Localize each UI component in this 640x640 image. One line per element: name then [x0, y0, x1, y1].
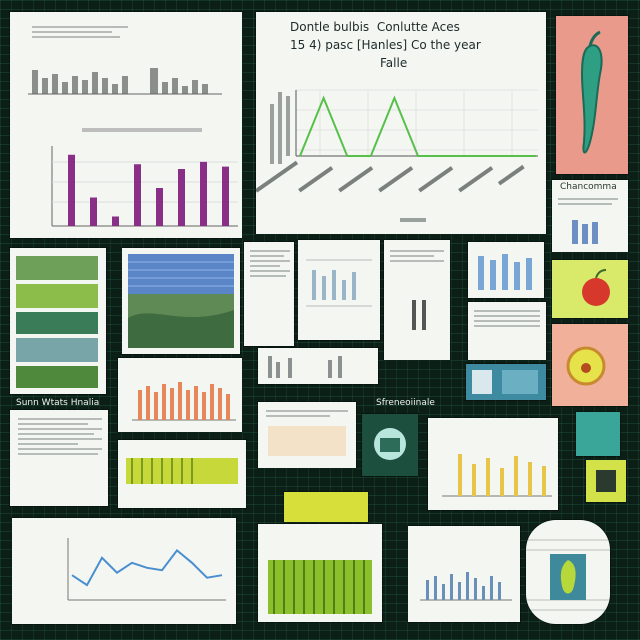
- tile-photo-strip: [466, 364, 546, 400]
- tile-text-document: [10, 410, 108, 506]
- tile-blue-bar-chart: [408, 526, 520, 622]
- tile-pepper-picture: [556, 16, 628, 174]
- blue-series-line: [71, 548, 223, 587]
- tile-main-line-chart: Dontle bulbis Conlutte Aces 15 4) pasc […: [256, 12, 546, 234]
- tile-field-photos: [10, 248, 106, 394]
- tile-small-table-page: [468, 302, 546, 360]
- purple-bar: [178, 169, 185, 226]
- tile-pear-jar: [526, 520, 610, 624]
- main-chart-title-line3: Falle: [380, 56, 408, 70]
- tile-machine-photo: [362, 414, 418, 476]
- tile-middle-doc: [258, 402, 356, 468]
- purple-bar: [134, 164, 141, 226]
- tile-crop-rows: [258, 524, 382, 622]
- tile-text-page-c: [384, 240, 450, 360]
- purple-bar-chart: [68, 154, 229, 226]
- tile-yellow-bars: [428, 418, 558, 510]
- apple-icon: [582, 269, 610, 306]
- main-chart-svg: [256, 89, 538, 222]
- pear-icon: [566, 346, 606, 386]
- tile-blue-bars-page: [468, 242, 544, 298]
- tile-landscape-photo: [122, 248, 240, 354]
- caption-row4-middle: Sfreneoiinale: [376, 398, 435, 408]
- purple-bar: [90, 197, 97, 226]
- purple-bar: [222, 166, 229, 226]
- caption-row4-left: Sunn Wtats Hnalia: [16, 398, 100, 408]
- main-chart-title-line1: Dontle bulbis Conlutte Aces: [290, 20, 460, 34]
- tile-small-photos: [284, 492, 368, 522]
- purple-bar: [200, 161, 207, 226]
- tile-table-page-b: [298, 240, 380, 340]
- tile-blue-line-chart: [12, 518, 236, 624]
- green-series-line: [299, 95, 536, 157]
- main-chart-title-line2: 15 4) pasc [Hanles] Co the year: [290, 38, 481, 52]
- tile-yellow-field: [118, 440, 246, 508]
- tile-right-small-table: Chancomma: [552, 180, 628, 252]
- tile-teal-device: [576, 412, 620, 456]
- tile-mini-bars-strip: [258, 348, 378, 384]
- tile-top-left-charts: [10, 12, 242, 238]
- right-small-caption: Chancomma: [560, 182, 617, 192]
- tile-orange-bars: [118, 358, 242, 432]
- bar-strip-svg: [28, 68, 238, 227]
- purple-bar: [112, 216, 119, 226]
- tile-text-page-a: [244, 242, 294, 346]
- text-lines-top: [32, 26, 132, 41]
- tile-apple-picture: [552, 260, 628, 318]
- purple-bar: [156, 188, 163, 226]
- tile-green-device: [586, 460, 626, 502]
- pepper-icon: [580, 30, 603, 154]
- tile-apple-slice-picture: [552, 324, 628, 406]
- purple-bar: [68, 154, 75, 226]
